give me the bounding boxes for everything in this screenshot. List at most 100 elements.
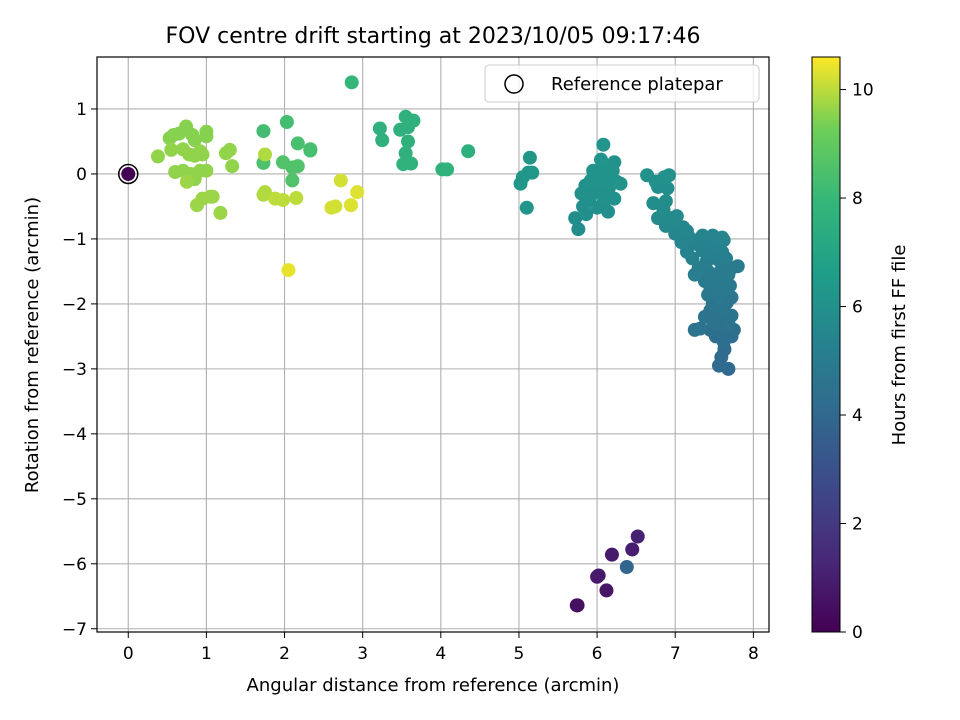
- scatter-series: [121, 75, 745, 613]
- y-axis-ticks: 1 0 −1 −2 −3 −4 −5 −6 −7: [62, 100, 97, 640]
- colorbar-tick-label: 8: [852, 189, 863, 209]
- y-tick-label: 0: [76, 165, 87, 185]
- data-point: [519, 200, 534, 215]
- data-point: [730, 259, 745, 274]
- data-point: [199, 163, 214, 178]
- data-point: [640, 168, 655, 183]
- colorbar-tick-label: 4: [852, 406, 863, 426]
- data-point: [406, 113, 421, 128]
- colorbar-tick-label: 10: [852, 81, 874, 101]
- data-point: [279, 114, 294, 129]
- data-point: [343, 198, 358, 213]
- data-point: [333, 173, 348, 188]
- data-point: [281, 263, 296, 278]
- data-point: [661, 168, 676, 183]
- x-tick-label: 0: [123, 644, 134, 664]
- data-point: [693, 321, 708, 336]
- data-point: [213, 205, 228, 220]
- colorbar-tick-label: 6: [852, 298, 863, 318]
- data-point: [695, 228, 710, 243]
- data-point: [199, 129, 214, 144]
- data-point: [715, 230, 730, 245]
- x-tick-label: 2: [279, 644, 290, 664]
- data-point: [205, 189, 220, 204]
- data-point: [607, 191, 622, 206]
- data-point: [400, 134, 415, 149]
- data-point: [687, 267, 702, 282]
- x-tick-label: 5: [514, 644, 525, 664]
- data-point: [256, 124, 271, 139]
- data-point: [222, 142, 237, 157]
- colorbar-ticks: 0 2 4 6 8 10: [840, 81, 874, 643]
- chart-title: FOV centre drift starting at 2023/10/05 …: [166, 24, 701, 49]
- data-point: [290, 159, 305, 174]
- data-point: [164, 142, 179, 157]
- data-point: [440, 162, 455, 177]
- plot-frame: [96, 56, 770, 633]
- data-point: [290, 136, 305, 151]
- data-point: [275, 192, 290, 207]
- data-point: [328, 199, 343, 214]
- y-tick-label: 1: [76, 100, 87, 120]
- data-point: [525, 165, 540, 180]
- y-tick-label: −4: [62, 425, 87, 445]
- x-tick-label: 8: [748, 644, 759, 664]
- y-tick-label: −7: [62, 620, 87, 640]
- data-point: [522, 150, 537, 165]
- x-tick-label: 4: [435, 644, 446, 664]
- data-point: [258, 185, 272, 200]
- y-tick-label: −6: [62, 555, 87, 575]
- colorbar: 0 2 4 6 8 10 Hours from first FF file: [811, 56, 910, 643]
- data-point: [625, 542, 640, 557]
- data-point: [722, 278, 737, 293]
- data-point: [669, 209, 684, 224]
- data-point: [179, 174, 194, 189]
- data-point: [630, 529, 645, 544]
- colorbar-tick-label: 0: [852, 623, 863, 643]
- x-axis-ticks: 0 1 2 3 4 5 6 7 8: [123, 632, 759, 664]
- data-point: [604, 547, 619, 562]
- colorbar-gradient: [811, 56, 841, 633]
- data-point: [289, 190, 304, 205]
- x-tick-label: 7: [670, 644, 681, 664]
- data-point: [596, 137, 611, 152]
- data-point: [461, 144, 476, 159]
- x-tick-label: 1: [201, 644, 212, 664]
- data-point: [568, 211, 583, 226]
- data-point: [187, 133, 202, 148]
- legend-box: [484, 64, 760, 103]
- data-point: [619, 560, 634, 575]
- data-point: [195, 147, 210, 162]
- x-tick-label: 6: [592, 644, 603, 664]
- legend: Reference platepar: [484, 64, 760, 103]
- y-tick-label: −2: [62, 295, 87, 315]
- legend-marker-icon: [504, 74, 524, 94]
- data-point: [404, 156, 419, 171]
- reference-marker: [118, 163, 139, 185]
- data-point: [646, 196, 661, 211]
- data-point: [571, 222, 586, 237]
- x-axis-label: Angular distance from reference (arcmin): [247, 675, 620, 696]
- colorbar-tick-label: 2: [852, 515, 863, 535]
- x-tick-label: 3: [357, 644, 368, 664]
- grid-lines: [97, 57, 769, 632]
- legend-label: Reference platepar: [551, 74, 723, 95]
- data-point: [375, 133, 390, 148]
- data-point: [285, 173, 300, 188]
- data-point: [150, 149, 165, 164]
- data-point: [398, 146, 413, 161]
- data-point: [350, 185, 365, 200]
- y-tick-label: −5: [62, 490, 87, 510]
- data-point: [303, 143, 318, 158]
- y-axis-label: Rotation from reference (arcmin): [22, 197, 43, 493]
- data-point: [162, 131, 177, 146]
- y-tick-label: −3: [62, 360, 87, 380]
- data-point: [121, 166, 136, 181]
- data-point: [613, 176, 628, 191]
- colorbar-label: Hours from first FF file: [889, 245, 910, 446]
- data-point: [594, 152, 608, 167]
- data-point: [372, 121, 387, 136]
- y-tick-label: −1: [62, 230, 87, 250]
- data-point: [599, 583, 614, 598]
